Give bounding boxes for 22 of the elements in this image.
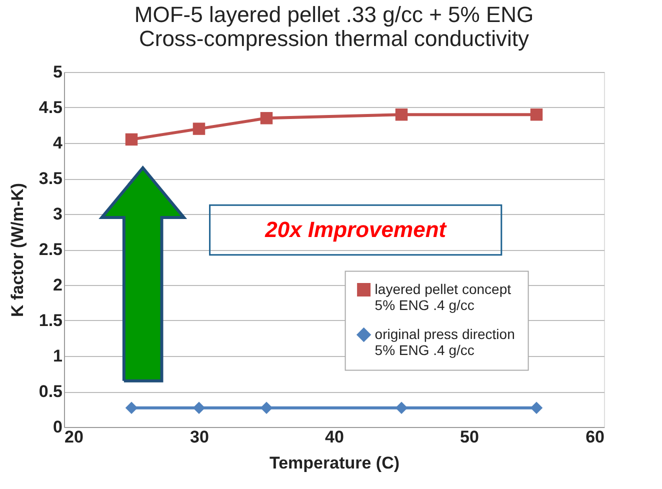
y-tick-label: 0.5 bbox=[38, 382, 62, 401]
annotation: 20x Improvement bbox=[264, 216, 448, 242]
y-tick-label: 4 bbox=[53, 134, 64, 152]
x-tick-label: 50 bbox=[460, 428, 479, 446]
y-tick-label: 1.5 bbox=[38, 311, 62, 330]
y-tick-label: 4.5 bbox=[38, 98, 62, 117]
x-axis-title: Temperature (C) bbox=[269, 454, 400, 472]
x-tick-label: 60 bbox=[586, 428, 604, 446]
chart-title: MOF-5 layered pellet .33 g/cc + 5% ENG Cross-compression thermal conductivity bbox=[134, 2, 534, 51]
y-axis-title: K factor (W/m-K) bbox=[8, 182, 27, 318]
legend-label: layered pellet concept 5% ENG .4 g/cc bbox=[374, 280, 512, 313]
y-tick-label: 3.5 bbox=[38, 169, 62, 188]
x-tick-label: 20 bbox=[64, 428, 84, 446]
y-tick-label: 3 bbox=[53, 204, 62, 224]
y-tick-label: 1 bbox=[53, 346, 62, 366]
y-tick-label: 5 bbox=[53, 62, 62, 82]
y-tick-label: 2 bbox=[53, 276, 62, 294]
legend-label: original press direction 5% ENG .4 g/cc bbox=[374, 326, 515, 358]
y-tick-label: 2.5 bbox=[38, 240, 62, 259]
y-tick-label: 0 bbox=[53, 418, 62, 436]
x-tick-label: 40 bbox=[325, 428, 344, 446]
x-tick-label: 30 bbox=[190, 428, 209, 446]
